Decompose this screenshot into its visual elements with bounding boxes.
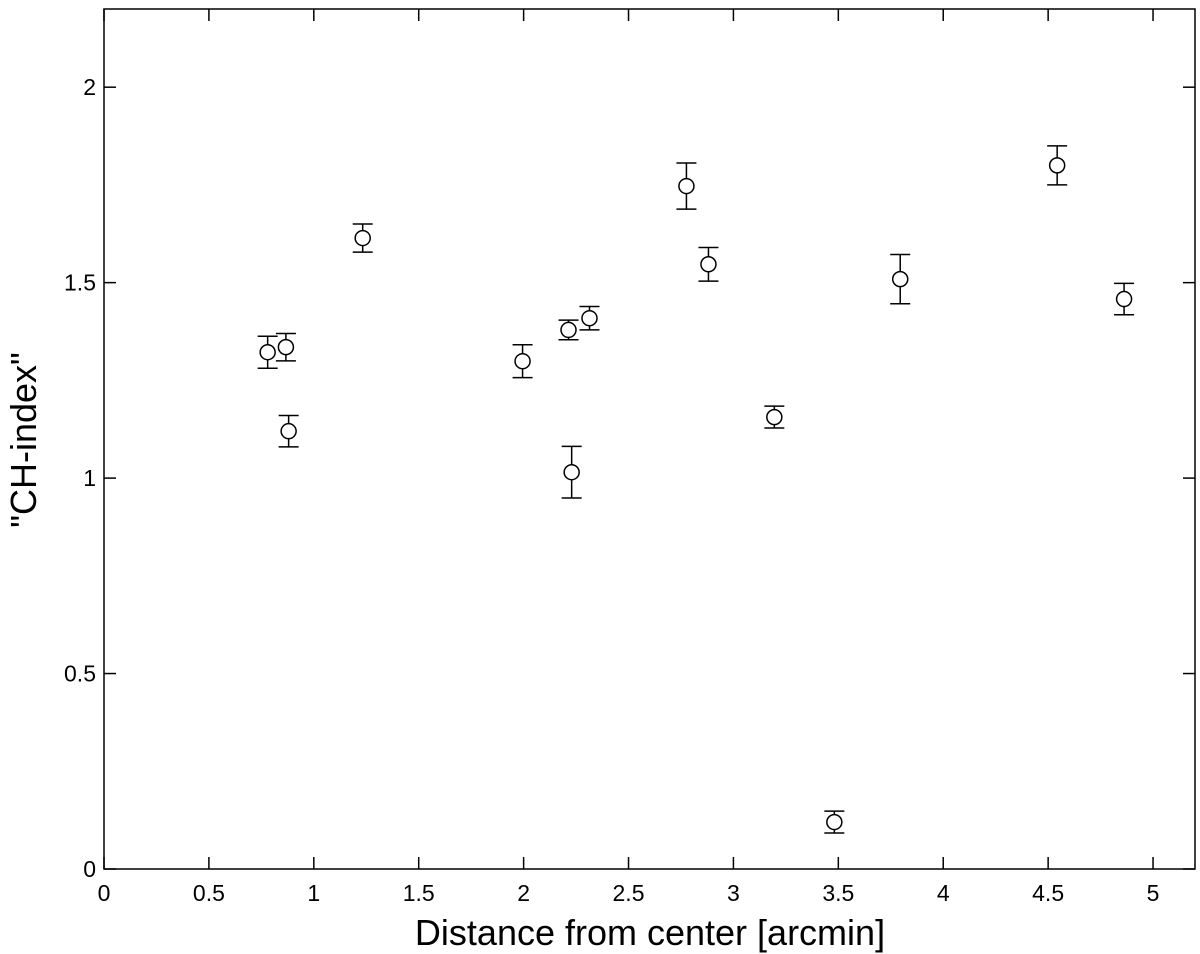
x-tick-label: 3.5 xyxy=(822,880,854,906)
data-point xyxy=(826,813,843,831)
y-axis-title: "CH-index" xyxy=(3,352,44,528)
y-tick-label: 0.5 xyxy=(64,661,96,687)
y-tick-label: 0 xyxy=(83,856,96,882)
x-tick-label: 4 xyxy=(937,880,950,906)
data-point xyxy=(581,309,598,327)
x-tick-label: 4.5 xyxy=(1032,880,1064,906)
data-point xyxy=(560,321,577,339)
x-tick-label: 0 xyxy=(98,880,111,906)
data-point xyxy=(259,343,276,361)
data-point xyxy=(514,352,531,370)
data-point xyxy=(678,177,695,195)
data-point xyxy=(563,463,580,481)
data-point xyxy=(766,408,783,426)
y-tick-label: 1 xyxy=(83,465,96,491)
x-axis-title: Distance from center [arcmin] xyxy=(415,912,885,953)
x-tick-label: 1.5 xyxy=(403,880,435,906)
y-tick-label: 2 xyxy=(83,74,96,100)
data-point xyxy=(354,229,371,247)
x-tick-label: 2 xyxy=(517,880,530,906)
y-tick-label: 1.5 xyxy=(64,270,96,296)
x-tick-label: 2.5 xyxy=(613,880,645,906)
data-point xyxy=(1048,157,1066,174)
data-point xyxy=(700,256,717,273)
data-point xyxy=(280,422,297,440)
data-point xyxy=(277,338,295,356)
x-tick-label: 3 xyxy=(727,880,740,906)
x-tick-label: 5 xyxy=(1147,880,1160,906)
x-tick-label: 0.5 xyxy=(193,880,225,906)
data-point xyxy=(891,270,909,288)
plot-frame xyxy=(103,8,1196,870)
data-point xyxy=(1115,290,1133,308)
x-tick-label: 1 xyxy=(307,880,320,906)
